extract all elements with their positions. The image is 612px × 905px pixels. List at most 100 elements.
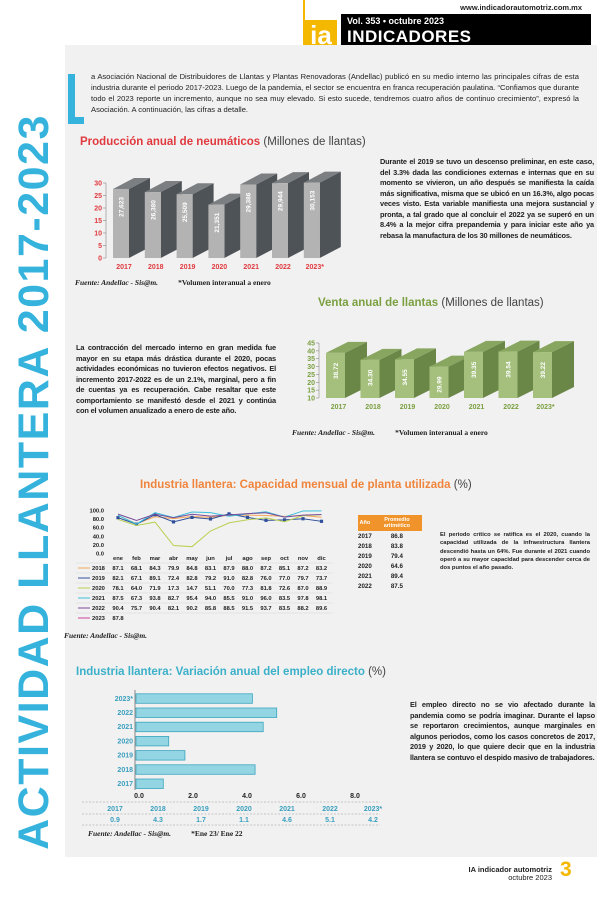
- table-cell-value: 85.5: [223, 596, 235, 602]
- table-year: 2019: [193, 806, 209, 813]
- y-tick-label: 15: [94, 218, 102, 225]
- bar: [144, 192, 161, 258]
- y-tick-label: 15: [307, 388, 315, 395]
- sales-description: La contracción del mercado interno en gr…: [76, 343, 276, 415]
- table-cell-value: 82.8: [186, 576, 198, 582]
- table-cell-value: 72.6: [279, 586, 291, 592]
- bar: [326, 352, 345, 398]
- table-cell-value: 82.7: [168, 596, 179, 602]
- table-cell-value: 87.8: [112, 616, 124, 622]
- table-year: 2020: [236, 806, 252, 813]
- y-tick-label: 25: [94, 193, 102, 200]
- legend-label: 2018: [92, 566, 106, 572]
- bar-top: [144, 181, 182, 193]
- table-cell-average: 83.8: [390, 542, 403, 550]
- x-tick-label: 2021: [243, 264, 259, 271]
- bar-top: [303, 171, 341, 183]
- table-cell-value: 88.9: [316, 586, 328, 592]
- table-cell-value: 82.1: [112, 576, 124, 582]
- bar-side: [129, 177, 150, 258]
- month-label: jul: [225, 556, 233, 562]
- website-url[interactable]: www.indicadorautomotriz.com.mx: [460, 3, 582, 12]
- series-marker-2019: [282, 518, 287, 522]
- bar-value-label: 25,509: [182, 202, 189, 222]
- table-row: 2020 64.6: [358, 561, 422, 571]
- table-cell-value: 88.2: [297, 606, 308, 612]
- x-tick-label: 2023*: [536, 404, 555, 411]
- bar: [135, 764, 256, 775]
- table-cell-value: 90.4: [112, 606, 124, 612]
- capacity-title-unit: (%): [453, 479, 472, 491]
- table-cell-value: 88.0: [242, 566, 253, 572]
- table-value: 0.9: [110, 817, 120, 824]
- table-cell-value: 68.1: [131, 566, 143, 572]
- bar-top: [464, 340, 505, 352]
- table-value: 1.7: [196, 817, 206, 824]
- month-label: jun: [205, 556, 215, 562]
- ia-logo: ia: [305, 20, 337, 50]
- x-tick-label: 2.0: [188, 793, 198, 800]
- series-marker-2019: [190, 515, 194, 519]
- header-divider: [303, 0, 305, 45]
- bar: [272, 183, 288, 258]
- series-marker-2019: [171, 520, 176, 524]
- table-cell-value: 84.3: [149, 566, 161, 572]
- month-label: ene: [113, 556, 124, 562]
- production-chart-title: Producción anual de neumáticos (Millones…: [80, 136, 366, 148]
- table-value: 4.3: [153, 817, 163, 824]
- y-tick-label: 30: [307, 364, 315, 371]
- table-cell-average: 79.4: [390, 552, 403, 560]
- bar-top: [498, 340, 540, 352]
- footer-date: octubre 2023: [508, 873, 552, 882]
- table-cell-year: 2017: [358, 532, 372, 540]
- y-tick-label: 40.0: [93, 534, 104, 540]
- table-cell-value: 89.1: [149, 576, 161, 582]
- y-tick-label: 2020: [117, 738, 133, 745]
- table-cell-value: 88.5: [223, 606, 235, 612]
- table-cell-value: 87.5: [112, 596, 124, 602]
- bar: [240, 184, 257, 258]
- employment-description: El empleo directo no se vio afectado dur…: [410, 700, 595, 762]
- series-marker-2019: [245, 515, 250, 519]
- legend-label: 2023: [92, 616, 106, 622]
- table-value: 5.1: [325, 817, 335, 824]
- y-tick-label: 30: [94, 181, 102, 188]
- bar-value-label: 34.55: [402, 369, 409, 386]
- footer-publication-name: IA indicador automotriz: [468, 865, 552, 874]
- sales-chart-title: Venta anual de llantas (Millones de llan…: [318, 297, 544, 309]
- table-cell-value: 72.4: [168, 576, 180, 582]
- series-marker-2019: [319, 519, 324, 523]
- table-cell-value: 14.7: [186, 586, 197, 592]
- bar-value-label: 29,386: [246, 192, 253, 212]
- bar-value-label: 27,623: [119, 197, 126, 217]
- y-tick-label: 100.0: [89, 509, 104, 515]
- table-cell-year: 2019: [358, 552, 372, 560]
- bar-value-label: 29,944: [278, 191, 285, 211]
- table-cell-value: 67.1: [131, 576, 143, 582]
- x-tick-label: 2018: [365, 404, 381, 411]
- sales-title-text: Venta anual de llantas: [318, 297, 439, 309]
- bar: [135, 693, 253, 704]
- table-cell-value: 79.9: [168, 566, 180, 572]
- table-cell-value: 83.2: [316, 566, 327, 572]
- issue-volume: Vol. 353 • octubre 2023: [347, 16, 445, 26]
- capacity-average-table: Año Promedio aritmético 2017 86.8 2018 83.…: [358, 515, 422, 591]
- series-marker-2019: [264, 518, 268, 522]
- bar-top: [360, 348, 402, 360]
- bar-value-label: 39.54: [506, 361, 513, 378]
- table-cell-year: 2020: [358, 562, 372, 570]
- x-tick-label: 2019: [180, 264, 196, 271]
- bar-top: [272, 172, 309, 184]
- bar-top: [395, 348, 436, 360]
- month-label: ago: [242, 556, 253, 562]
- table-cell-value: 67.3: [131, 596, 143, 602]
- legend-label: 2019: [92, 576, 106, 582]
- table-cell-value: 90.2: [186, 606, 197, 612]
- x-tick-label: 2023*: [306, 264, 325, 271]
- y-tick-label: 20.0: [93, 543, 104, 549]
- table-year: 2022: [322, 806, 338, 813]
- y-tick-label: 0: [98, 256, 102, 263]
- x-tick-label: 4.0: [242, 793, 252, 800]
- series-line-2022: [117, 512, 322, 521]
- series-marker-2019: [227, 512, 231, 516]
